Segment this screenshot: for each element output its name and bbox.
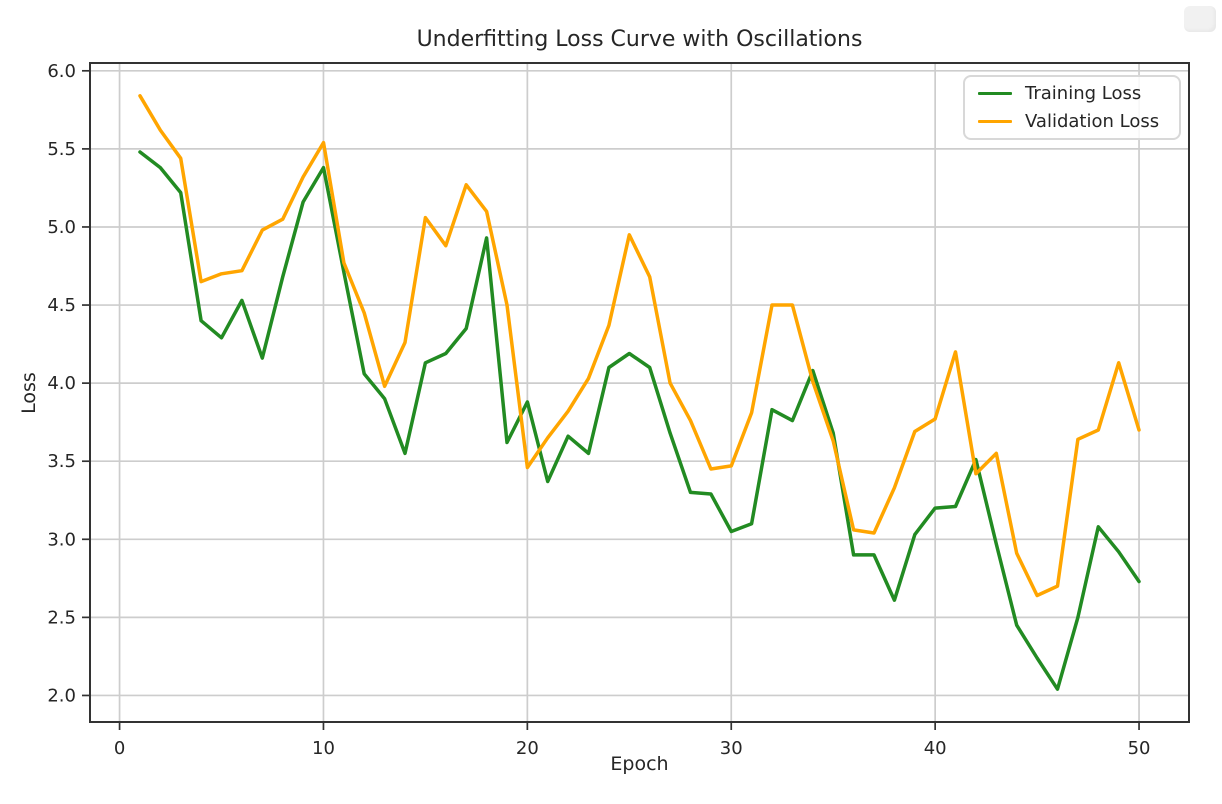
gridlines: [90, 63, 1189, 722]
legend-label-training-loss: Training Loss: [1025, 82, 1142, 104]
y-tick-label: 2.0: [47, 685, 76, 706]
y-axis-label: Loss: [18, 372, 40, 414]
chart-title: Underfitting Loss Curve with Oscillation…: [416, 27, 863, 52]
x-tick-label: 30: [720, 738, 743, 759]
legend: Training Loss Validation Loss: [963, 75, 1181, 140]
legend-item-validation-loss: Validation Loss: [978, 110, 1179, 132]
tick-labels: 0 10 20 30 40 50 2.0 2.5 3.0 3.5 4.0 4.5 5.0 5.5 6.0: [47, 61, 1150, 759]
y-tick-label: 5.5: [47, 139, 76, 160]
x-tick-label: 10: [312, 738, 335, 759]
y-tick-label: 4.5: [47, 295, 76, 316]
y-tick-label: 3.5: [47, 451, 76, 472]
legend-item-training-loss: Training Loss: [978, 82, 1179, 104]
axes-spines: [89, 62, 1190, 723]
training-loss-line-icon: [978, 91, 1012, 96]
y-tick-label: 3.0: [47, 529, 76, 550]
corner-artifact: [1184, 6, 1216, 32]
x-tick-label: 50: [1128, 738, 1151, 759]
validation-loss-line: [138, 94, 1141, 598]
y-tick-label: 4.0: [47, 373, 76, 394]
y-tick-label: 2.5: [47, 607, 76, 628]
legend-label-validation-loss: Validation Loss: [1025, 110, 1160, 132]
x-tick-label: 0: [114, 738, 125, 759]
y-tick-label: 5.0: [47, 217, 76, 238]
validation-loss-line-icon: [978, 119, 1012, 124]
tick-marks: [82, 69, 1140, 730]
x-tick-label: 40: [924, 738, 947, 759]
x-axis-label: Epoch: [610, 753, 669, 775]
y-tick-label: 6.0: [47, 61, 76, 82]
training-loss-line: [138, 150, 1141, 691]
x-tick-label: 20: [516, 738, 539, 759]
